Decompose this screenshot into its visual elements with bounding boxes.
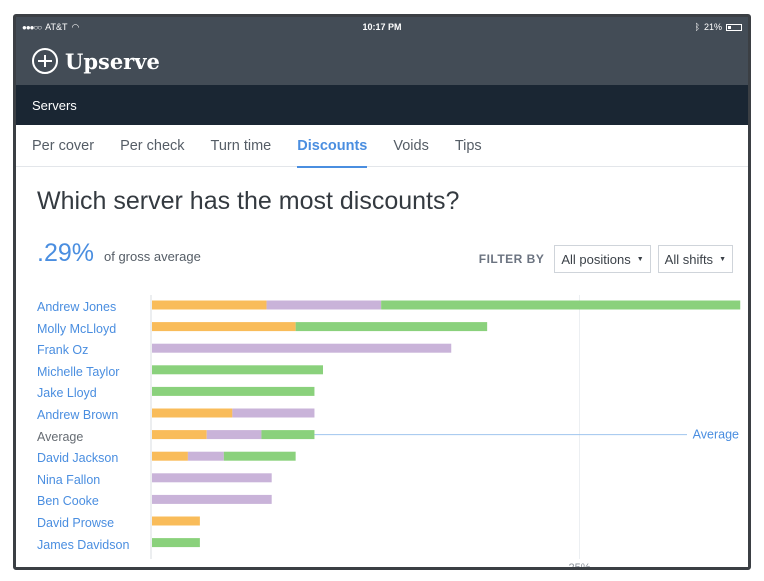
tab-turn-time[interactable]: Turn time: [210, 137, 272, 154]
tab-per-check[interactable]: Per check: [120, 137, 185, 154]
battery-percent: 21%: [703, 22, 722, 32]
x-tick-label: 25%: [568, 562, 590, 570]
bar-segment: [152, 430, 207, 440]
metric-caption: of gross average: [103, 249, 201, 264]
server-name-frank-oz[interactable]: Frank Oz: [37, 343, 89, 358]
metric-tabs: Per cover Per check Turn time Discounts …: [16, 125, 748, 168]
server-name-molly-mclloyd[interactable]: Molly McLloyd: [37, 321, 117, 336]
server-name-james-davidson[interactable]: James Davidson: [37, 537, 130, 552]
bar-segment: [223, 451, 296, 461]
metric-value: .29%: [37, 239, 94, 267]
bar-segment: [152, 365, 323, 375]
server-name-michelle-taylor[interactable]: Michelle Taylor: [37, 364, 120, 379]
shifts-select[interactable]: All shifts ▼: [657, 245, 733, 273]
section-title: Servers: [32, 97, 77, 113]
bar-segment: [381, 300, 741, 310]
bar-segment: [152, 322, 296, 332]
metric-summary: .29% of gross average: [37, 239, 201, 268]
bar-segment: [152, 451, 188, 461]
bar-segment: [152, 343, 452, 353]
wifi-icon: ◠: [71, 21, 80, 32]
positions-select[interactable]: All positions ▼: [554, 245, 651, 273]
bar-segment: [232, 408, 315, 418]
section-header: Servers: [16, 85, 748, 125]
tab-tips[interactable]: Tips: [454, 137, 482, 154]
filter-bar: FILTER BY All positions ▼ All shifts ▼: [479, 245, 733, 273]
carrier-label: AT&T: [45, 22, 68, 32]
server-name-andrew-jones[interactable]: Andrew Jones: [37, 300, 117, 314]
tab-voids[interactable]: Voids: [393, 137, 429, 154]
upserve-logo-icon: [32, 48, 58, 74]
filter-label: FILTER BY: [478, 252, 545, 266]
bar-segment: [152, 494, 272, 504]
server-name-ben-cooke[interactable]: Ben Cooke: [37, 494, 99, 509]
average-line-label: Average: [693, 428, 739, 442]
tab-discounts[interactable]: Discounts: [297, 125, 368, 168]
server-name-david-prowse[interactable]: David Prowse: [37, 515, 115, 530]
chevron-down-icon: ▼: [719, 255, 726, 263]
signal-icon: ●●●○○: [22, 22, 42, 32]
shifts-select-value: All shifts: [664, 251, 714, 267]
server-name-jake-lloyd[interactable]: Jake Lloyd: [37, 386, 97, 401]
discounts-chart: 25% Average: [150, 295, 741, 570]
bar-segment: [152, 408, 233, 418]
app-header: Upserve: [16, 37, 748, 85]
bar-segment: [152, 300, 267, 310]
bar-segment: [152, 538, 200, 548]
bluetooth-icon: ᛒ: [694, 22, 700, 32]
bar-segment: [152, 516, 200, 526]
device-frame: ●●●○○ AT&T ◠ 10:17 PM ᛒ 21% Upserve Serv…: [13, 14, 751, 570]
bar-segment: [152, 386, 315, 396]
bar-segment: [261, 430, 315, 440]
bar-segment: [187, 451, 224, 461]
bar-segment: [266, 300, 382, 310]
server-list: Andrew Jones Molly McLloyd Frank Oz Mich…: [37, 297, 129, 556]
battery-icon: [726, 23, 742, 31]
bar-segment: [152, 473, 272, 483]
positions-select-value: All positions: [561, 251, 631, 267]
bar-segment: [206, 430, 262, 440]
brand-name: Upserve: [65, 48, 160, 74]
status-time: 10:17 PM: [362, 22, 402, 32]
average-label: Average: [37, 429, 84, 444]
server-name-nina-fallon[interactable]: Nina Fallon: [37, 472, 101, 487]
chevron-down-icon: ▼: [636, 255, 644, 263]
bar-segment: [295, 322, 488, 332]
server-name-david-jackson[interactable]: David Jackson: [37, 451, 119, 466]
status-bar: ●●●○○ AT&T ◠ 10:17 PM ᛒ 21%: [16, 17, 748, 37]
tab-per-cover[interactable]: Per cover: [32, 137, 95, 154]
page-question: Which server has the most discounts?: [37, 187, 460, 215]
server-name-andrew-brown[interactable]: Andrew Brown: [37, 407, 119, 422]
